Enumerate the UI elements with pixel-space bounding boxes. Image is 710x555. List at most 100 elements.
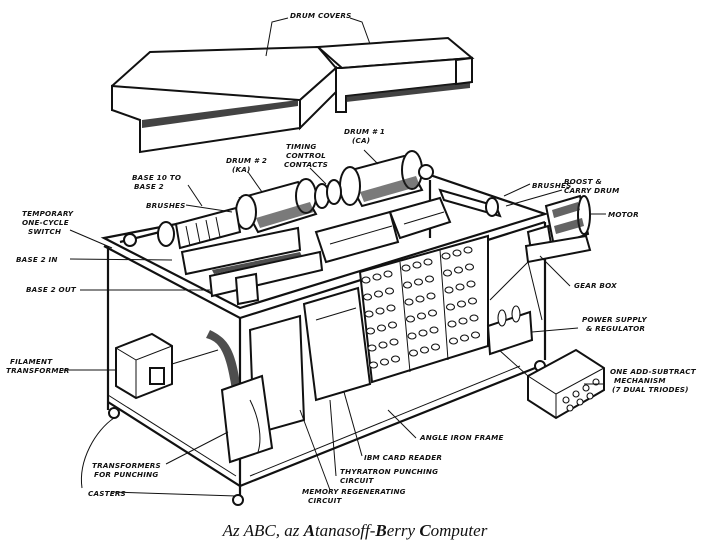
vacuum-tube [430,343,441,351]
label-timing-3: CONTACTS [284,160,328,169]
vacuum-tube [405,315,416,323]
vacuum-tube [384,287,395,295]
label-timing-2: CONTROL [286,151,326,160]
vacuum-tube [447,320,457,328]
label-brushes-left: BRUSHES [146,201,186,210]
label-gear-box: GEAR BOX [574,281,617,290]
label-power-1: POWER SUPPLY [582,315,647,324]
label-drum2-ka: (KA) [232,165,251,174]
card-reader-box [206,286,372,464]
add-subtract-mechanism [487,339,605,420]
vacuum-tube [419,346,430,354]
vacuum-tube [426,292,436,300]
label-base10-1: BASE 10 TO [132,173,181,182]
label-boost-1: BOOST & [564,177,602,186]
vacuum-tube [448,337,459,345]
vacuum-tube [379,358,390,366]
label-temp-1: TEMPORARY [22,209,74,218]
label-memory-1: MEMORY REGENERATING [302,487,406,496]
label-base10-2: BASE 2 [134,182,164,191]
drum-shaft [119,188,502,250]
caption: Az ABC, az Atanasoff-Berry Computer [0,521,710,541]
label-angle-iron: ANGLE IRON FRAME [419,433,504,442]
caption-a: A [303,521,315,540]
label-transformers-2: FOR PUNCHING [94,470,158,479]
label-filament-2: TRANSFORMER [6,366,70,375]
caption-c: C [419,521,431,540]
label-temp-2: ONE-CYCLE [22,218,69,227]
vacuum-tube [442,269,453,277]
label-base2-out: BASE 2 OUT [26,285,77,294]
label-timing-1: TIMING [286,142,317,151]
vacuum-tube [404,298,414,306]
timing-contacts [314,179,342,209]
vacuum-tube [408,349,419,357]
vacuum-tube [456,300,467,308]
label-drum1-ca: (CA) [352,136,370,145]
tube-rack [358,234,489,384]
vacuum-tube [402,281,413,289]
vacuum-tube [362,293,373,301]
vacuum-tube [418,329,428,337]
label-drum2: DRUM # 2 [226,156,267,165]
vacuum-tube [368,361,379,369]
label-drum1: DRUM # 1 [344,127,385,136]
gear-box [489,234,592,321]
label-filament-1: FILAMENT [10,357,53,366]
power-supply [486,305,534,356]
vacuum-tube [412,261,422,269]
vacuum-tube [466,280,476,288]
vacuum-tube [375,307,385,315]
vacuum-tube [387,321,398,329]
drum-2 [235,178,318,234]
label-boost-2: CARRY DRUM [564,186,619,195]
vacuum-tube [383,270,393,278]
label-power-2: & REGULATOR [586,324,645,333]
labels: DRUM COVERS DRUM # 1 (CA) DRUM # 2 (KA) … [6,11,697,505]
vacuum-tube [469,314,479,322]
vacuum-tube [459,334,470,342]
label-brushes-right: BRUSHES [532,181,572,190]
vacuum-tube [415,295,425,303]
vacuum-tube [407,332,417,340]
filament-transformer [115,332,219,400]
vacuum-tube [389,338,399,346]
vacuum-tube [361,276,371,284]
label-thyratron-1: THYRATRON PUNCHING [340,467,438,476]
label-thyratron-2: CIRCUIT [340,476,374,485]
label-addsub-3: (7 DUAL TRIODES) [612,385,689,394]
vacuum-tube [445,303,456,311]
label-casters: CASTERS [88,489,126,498]
vacuum-tube [376,324,387,332]
label-ibm: IBM CARD READER [364,453,442,462]
vacuum-tube [424,275,435,283]
vacuum-tube [401,264,411,272]
caption-end: omputer [430,521,488,540]
leader-lines [62,149,606,497]
base-converters [180,196,452,306]
caption-b: B [375,521,387,540]
label-transformers-1: TRANSFORMERS [92,461,161,470]
caption-mid2: erry [386,521,420,540]
vacuum-tube [367,344,377,352]
vacuum-tube [416,312,427,320]
vacuum-tube [470,331,481,339]
vacuum-tube [455,283,465,291]
vacuum-tube [441,252,451,260]
vacuum-tube [378,341,388,349]
vacuum-tube [365,327,376,335]
caption-mid1: tanasoff- [314,521,376,540]
vacuum-tube [444,286,454,294]
vacuum-tube [467,297,478,305]
vacuum-tube [364,310,374,318]
vacuum-tube [413,278,424,286]
vacuum-tube [372,273,382,281]
vacuum-tube [458,317,468,325]
label-addsub-2: MECHANISM [614,376,666,385]
vacuum-tube [452,249,462,257]
label-base2-in: BASE 2 IN [16,255,58,264]
vacuum-tube [427,309,438,317]
label-addsub-1: ONE ADD-SUBTRACT [610,367,697,376]
label-drum-covers: DRUM COVERS [290,11,352,20]
label-memory-2: CIRCUIT [308,496,342,505]
